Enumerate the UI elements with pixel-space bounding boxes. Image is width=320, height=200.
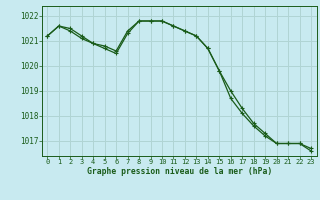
- X-axis label: Graphe pression niveau de la mer (hPa): Graphe pression niveau de la mer (hPa): [87, 167, 272, 176]
